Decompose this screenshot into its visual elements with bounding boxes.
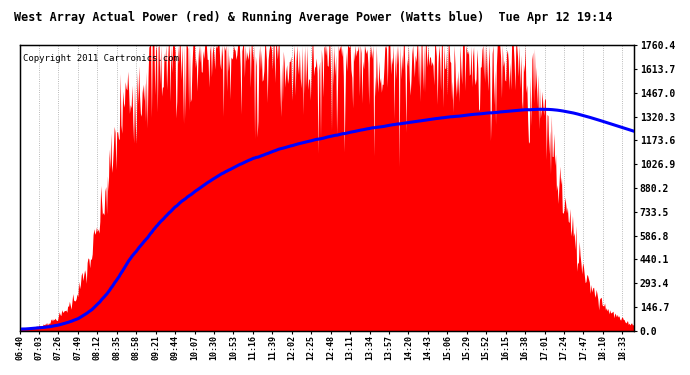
Text: Copyright 2011 Cartronics.com: Copyright 2011 Cartronics.com	[23, 54, 179, 63]
Text: West Array Actual Power (red) & Running Average Power (Watts blue)  Tue Apr 12 1: West Array Actual Power (red) & Running …	[14, 11, 612, 24]
